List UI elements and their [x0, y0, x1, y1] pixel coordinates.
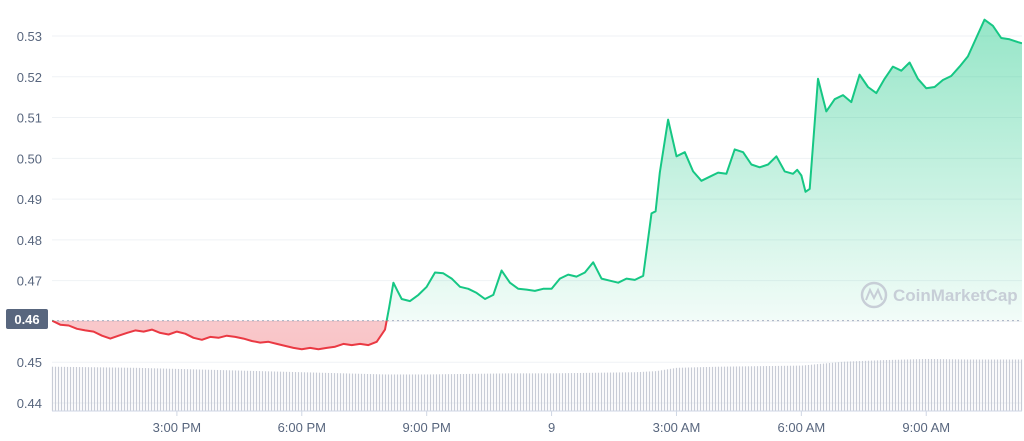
x-tick-label: 9:00 PM [402, 420, 450, 435]
price-area [52, 19, 1022, 350]
y-tick-label: 0.44 [17, 396, 42, 411]
price-line-down [52, 320, 388, 351]
x-tick-label: 9 [548, 420, 555, 435]
x-tick-label: 3:00 AM [653, 420, 701, 435]
y-tick-label: 0.51 [17, 111, 42, 126]
x-tick-label: 9:00 AM [902, 420, 950, 435]
watermark: CoinMarketCap [860, 281, 1018, 309]
y-tick-label: 0.45 [17, 355, 42, 370]
volume-bars [51, 358, 1023, 411]
coinmarketcap-logo-icon [860, 281, 888, 309]
x-tick-label: 3:00 PM [153, 420, 201, 435]
y-tick-label: 0.52 [17, 70, 42, 85]
x-tick-label: 6:00 PM [278, 420, 326, 435]
grid-lines [52, 35, 1022, 404]
y-tick-label: 0.50 [17, 151, 42, 166]
coinmarketcap-logo-mark [865, 287, 883, 301]
price-area-down [52, 320, 387, 350]
y-tick-label: 0.49 [17, 192, 42, 207]
current-price-box [6, 309, 48, 329]
x-tick-label: 6:00 AM [778, 420, 826, 435]
y-tick-label: 0.53 [17, 29, 42, 44]
price-line [52, 18, 1022, 351]
watermark-text: CoinMarketCap [893, 286, 1018, 305]
y-tick-label: 0.48 [17, 233, 42, 248]
y-axis: 0.53 0.52 0.51 0.50 0.49 0.48 0.47 0.45 0.44 [17, 29, 42, 411]
y-tick-label: 0.47 [17, 274, 42, 289]
current-price-badge: 0.46 [6, 309, 48, 329]
price-area-up [52, 19, 1022, 321]
x-axis: 3:00 PM 6:00 PM 9:00 PM 9 3:00 AM 6:00 AM 9:00… [52, 410, 1022, 435]
current-price-label: 0.46 [14, 312, 39, 327]
price-line-up [52, 18, 1022, 321]
